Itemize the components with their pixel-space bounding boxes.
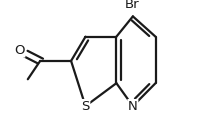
Text: O: O bbox=[14, 44, 25, 57]
Text: N: N bbox=[128, 100, 138, 113]
Text: Br: Br bbox=[125, 0, 139, 11]
Text: S: S bbox=[81, 100, 90, 113]
